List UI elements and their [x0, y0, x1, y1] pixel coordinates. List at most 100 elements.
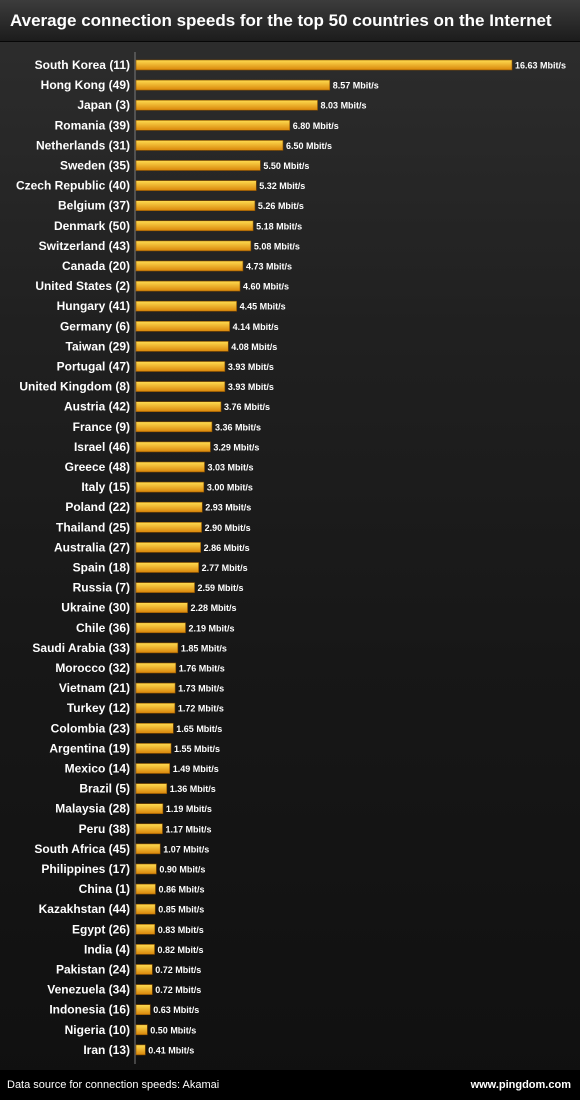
category-label: Malaysia (28): [55, 802, 130, 816]
category-label: India (4): [84, 942, 130, 956]
bar: [135, 501, 203, 513]
category-label: Ukraine (30): [61, 601, 130, 615]
category-label: South Korea (11): [35, 58, 130, 72]
category-label: Canada (20): [62, 259, 130, 273]
value-label: 0.83 Mbit/s: [158, 925, 204, 935]
bar: [135, 883, 156, 895]
value-label: 0.41 Mbit/s: [148, 1045, 194, 1055]
value-label: 1.07 Mbit/s: [163, 844, 209, 854]
bar: [135, 260, 244, 272]
value-label: 1.19 Mbit/s: [166, 804, 212, 814]
bar: [135, 803, 164, 815]
bar: [135, 521, 202, 533]
bar: [135, 682, 176, 694]
category-label: Vietnam (21): [59, 681, 130, 695]
bar: [135, 763, 170, 774]
category-label: Greece (48): [65, 460, 130, 474]
value-label: 2.90 Mbit/s: [205, 523, 251, 533]
bar: [135, 220, 254, 232]
category-label: Denmark (50): [54, 219, 130, 233]
bar: [135, 944, 155, 955]
bar: [135, 843, 161, 855]
bar: [135, 542, 201, 553]
value-label: 4.60 Mbit/s: [243, 282, 289, 292]
value-label: 4.45 Mbit/s: [240, 302, 286, 312]
category-label: Poland (22): [65, 500, 130, 514]
bar: [135, 863, 157, 875]
value-label: 3.03 Mbit/s: [208, 463, 254, 473]
bar: [135, 401, 222, 413]
bar: [135, 1044, 146, 1056]
category-label: Netherlands (31): [36, 138, 130, 152]
category-label: Morocco (32): [55, 661, 130, 675]
value-label: 4.73 Mbit/s: [246, 262, 292, 272]
bars-group: South Korea (11) 16.63 Mbit/s Hong Kong (4…: [16, 58, 566, 1057]
value-label: 8.03 Mbit/s: [321, 101, 367, 111]
bar: [135, 903, 156, 915]
value-label: 4.14 Mbit/s: [233, 322, 279, 332]
value-label: 0.50 Mbit/s: [150, 1025, 196, 1035]
bar: [135, 722, 174, 734]
category-label: Portugal (47): [57, 360, 130, 374]
category-label: Germany (6): [60, 319, 130, 333]
footer-bar: [0, 1070, 580, 1100]
value-label: 6.80 Mbit/s: [293, 121, 339, 131]
value-label: 6.50 Mbit/s: [286, 141, 332, 151]
value-label: 1.65 Mbit/s: [176, 724, 222, 734]
bar: [135, 280, 241, 292]
bar: [135, 421, 213, 433]
category-label: Italy (15): [81, 480, 130, 494]
data-source-note: Data source for connection speeds: Akama…: [7, 1079, 220, 1091]
value-label: 0.72 Mbit/s: [155, 965, 201, 975]
category-label: Switzerland (43): [39, 239, 130, 253]
category-label: Peru (38): [79, 822, 130, 836]
bar: [135, 300, 237, 312]
bar: [135, 602, 188, 614]
value-label: 0.82 Mbit/s: [158, 945, 204, 955]
value-label: 5.32 Mbit/s: [259, 181, 305, 191]
category-label: Hungary (41): [57, 299, 130, 313]
category-label: Brazil (5): [79, 782, 130, 796]
category-label: Spain (18): [73, 561, 130, 575]
bar: [135, 59, 513, 71]
bar: [135, 461, 205, 473]
bar: [135, 441, 211, 453]
category-label: Egypt (26): [72, 922, 130, 936]
bar: [135, 120, 291, 131]
value-label: 5.18 Mbit/s: [256, 221, 302, 231]
value-label: 5.26 Mbit/s: [258, 201, 304, 211]
bar: [135, 99, 318, 111]
category-label: Sweden (35): [60, 159, 130, 173]
bar: [135, 662, 177, 674]
bar: [135, 361, 226, 372]
bar: [135, 964, 153, 975]
value-label: 2.28 Mbit/s: [191, 603, 237, 613]
value-label: 1.49 Mbit/s: [173, 764, 219, 774]
category-label: Romania (39): [55, 118, 130, 132]
value-label: 5.50 Mbit/s: [263, 161, 309, 171]
chart-title: Average connection speeds for the top 50…: [0, 0, 580, 42]
value-label: 16.63 Mbit/s: [515, 61, 566, 71]
value-label: 4.08 Mbit/s: [231, 342, 277, 352]
category-label: Taiwan (29): [66, 339, 130, 353]
bar: [135, 783, 168, 794]
category-label: Philippines (17): [41, 862, 130, 876]
value-label: 1.76 Mbit/s: [179, 664, 225, 674]
value-label: 1.85 Mbit/s: [181, 643, 227, 653]
category-label: Mexico (14): [65, 762, 130, 776]
bar: [135, 79, 331, 91]
category-label: Saudi Arabia (33): [32, 641, 130, 655]
value-label: 1.72 Mbit/s: [178, 704, 224, 714]
bar-chart: South Korea (11) 16.63 Mbit/s Hong Kong (4…: [16, 52, 566, 1064]
category-label: China (1): [79, 882, 130, 896]
category-label: Chile (36): [76, 621, 130, 635]
site-url: www.pingdom.com: [470, 1079, 571, 1091]
value-label: 1.73 Mbit/s: [178, 684, 224, 694]
category-label: Turkey (12): [67, 701, 130, 715]
bar: [135, 823, 163, 835]
category-label: Colombia (23): [51, 721, 130, 735]
value-label: 3.93 Mbit/s: [228, 382, 274, 392]
category-label: Austria (42): [64, 400, 130, 414]
value-label: 5.08 Mbit/s: [254, 241, 300, 251]
